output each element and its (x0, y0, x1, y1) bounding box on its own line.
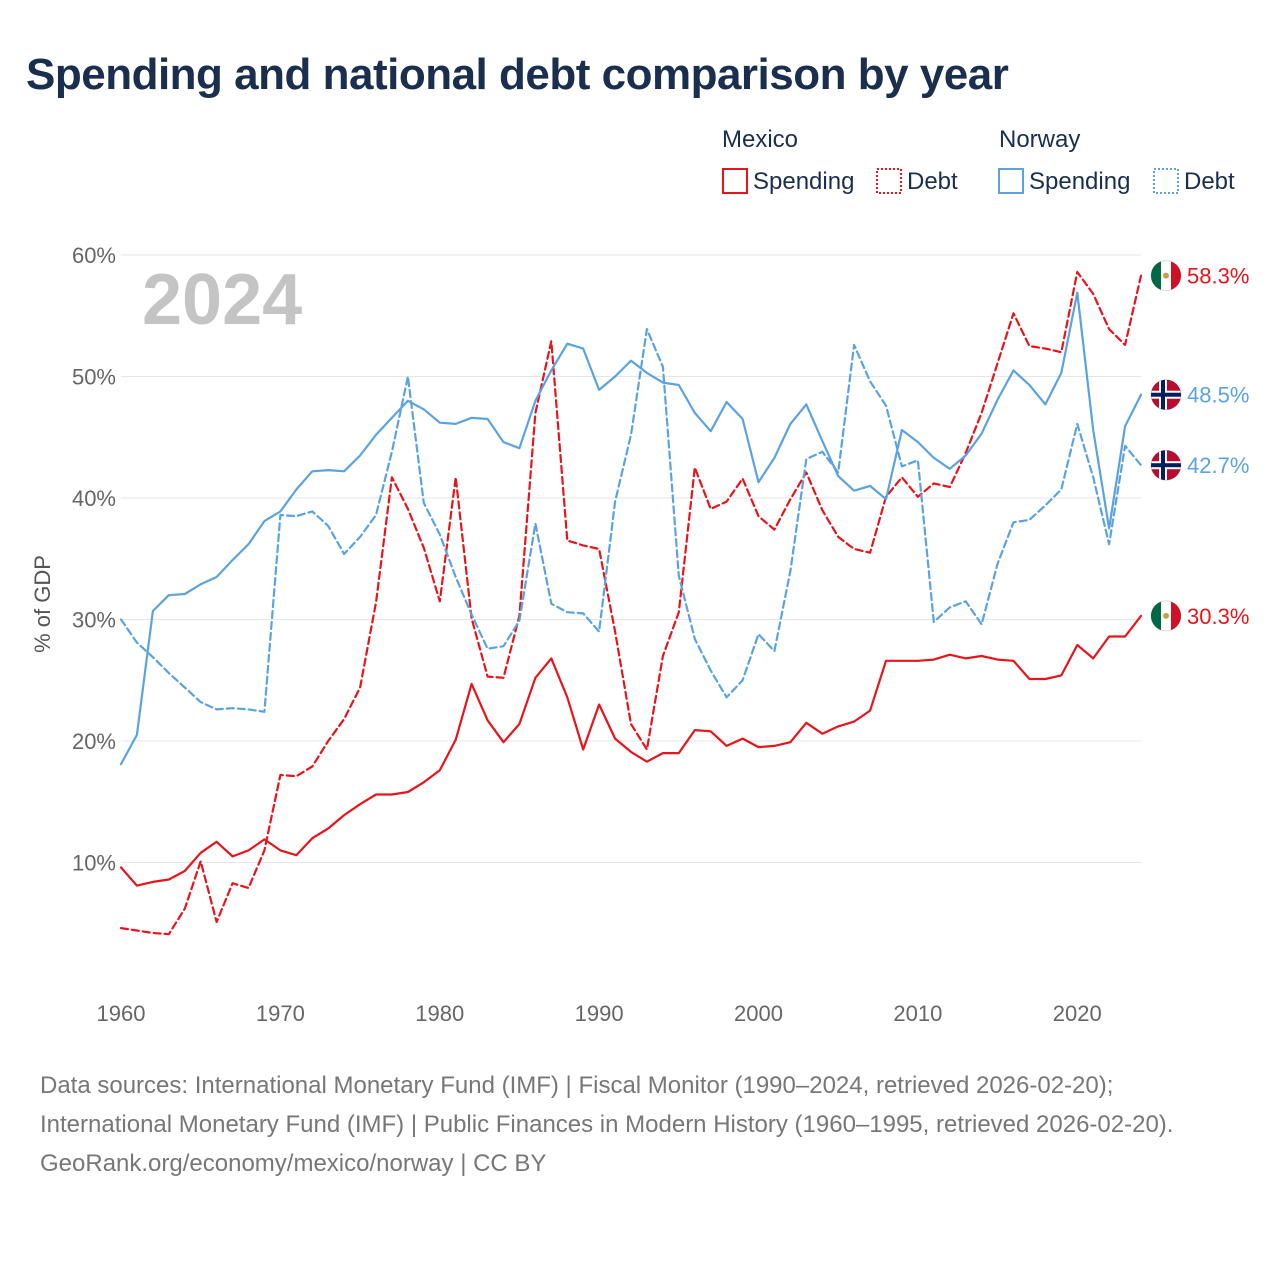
end-value-label: 42.7% (1187, 453, 1249, 478)
y-tick-label: 10% (72, 851, 116, 876)
y-tick-label: 60% (72, 243, 116, 268)
y-tick-label: 30% (72, 608, 116, 633)
y-axis-label: % of GDP (30, 555, 55, 653)
legend-label-norway-debt: Debt (1184, 168, 1235, 195)
x-tick-label: 1990 (575, 1001, 624, 1026)
series-lines (119, 270, 1143, 936)
legend-country-mexico: Mexico (722, 126, 798, 153)
year-watermark: 2024 (142, 260, 302, 340)
axes: 10% 20% 30% 40% 50% 60% 1960 1970 1980 1990 2000 20… (72, 243, 1102, 1026)
series-line-mexico-spending (119, 614, 1143, 887)
mexico-flag-icon (1150, 260, 1182, 292)
y-tick-label: 50% (72, 365, 116, 390)
end-value-label: 58.3% (1187, 264, 1249, 289)
line-chart: Mexico Norway Spending Debt Spending Deb… (30, 126, 1249, 1026)
series-line-norway-spending (119, 291, 1143, 766)
legend-label-norway-spending: Spending (1029, 168, 1130, 195)
norway-flag-icon (1150, 379, 1182, 411)
legend-label-mexico-spending: Spending (753, 168, 854, 195)
grid-lines (121, 254, 1141, 863)
footer: Data sources: International Monetary Fun… (40, 1066, 1240, 1183)
x-tick-label: 2000 (734, 1001, 783, 1026)
legend-country-norway: Norway (999, 126, 1080, 153)
x-tick-label: 1960 (97, 1001, 146, 1026)
legend-label-mexico-debt: Debt (907, 168, 958, 195)
end-value-label: 48.5% (1187, 383, 1249, 408)
y-tick-label: 20% (72, 729, 116, 754)
end-value-label: 30.3% (1187, 604, 1249, 629)
end-labels: 58.3% 48.5% 42.7% 30.3% (1150, 260, 1249, 632)
legend-swatch-mexico-spending (722, 168, 748, 194)
series-line-mexico-debt (119, 270, 1143, 936)
legend-swatch-mexico-debt (876, 168, 902, 194)
x-tick-label: 2010 (893, 1001, 942, 1026)
x-tick-label: 2020 (1053, 1001, 1102, 1026)
x-tick-label: 1980 (415, 1001, 464, 1026)
legend-swatch-norway-spending (998, 168, 1024, 194)
x-tick-label: 1970 (256, 1001, 305, 1026)
legend: Mexico Norway Spending Debt Spending Deb… (722, 126, 1235, 195)
chart-title: Spending and national debt comparison by… (26, 50, 1009, 99)
mexico-flag-icon (1150, 600, 1182, 632)
y-tick-label: 40% (72, 486, 116, 511)
norway-flag-icon (1150, 449, 1182, 481)
credit-link[interactable]: GeoRank.org/economy/mexico/norway | CC B… (40, 1150, 547, 1177)
data-sources: Data sources: International Monetary Fun… (40, 1072, 1174, 1138)
series-line-norway-debt (119, 328, 1143, 713)
legend-swatch-norway-debt (1153, 168, 1179, 194)
